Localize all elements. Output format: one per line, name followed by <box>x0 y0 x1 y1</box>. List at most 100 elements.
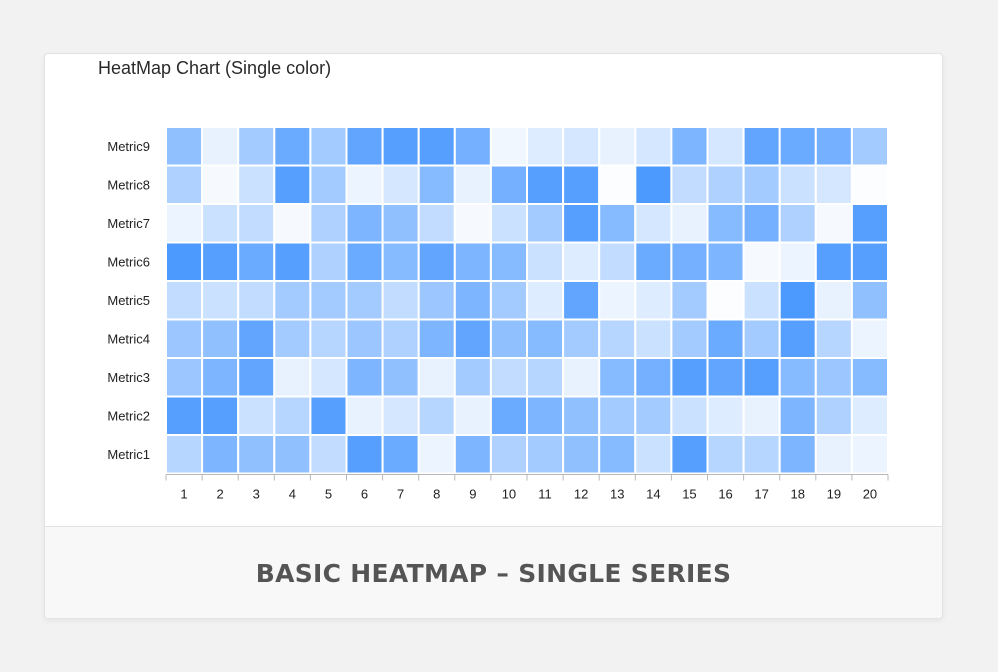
heatmap-cell[interactable] <box>634 203 673 244</box>
heatmap-cell[interactable] <box>417 241 456 282</box>
heatmap-cell[interactable] <box>489 318 528 359</box>
heatmap-cell[interactable] <box>237 126 276 167</box>
heatmap-cell[interactable] <box>201 203 240 244</box>
heatmap-cell[interactable] <box>670 318 709 359</box>
heatmap-cell[interactable] <box>742 164 781 205</box>
heatmap-cell[interactable] <box>562 357 601 398</box>
heatmap-cell[interactable] <box>309 280 348 321</box>
heatmap-cell[interactable] <box>706 241 745 282</box>
heatmap-cell[interactable] <box>562 318 601 359</box>
heatmap-cell[interactable] <box>237 434 276 475</box>
heatmap-cell[interactable] <box>670 203 709 244</box>
heatmap-cell[interactable] <box>634 280 673 321</box>
heatmap-cell[interactable] <box>273 318 312 359</box>
heatmap-cell[interactable] <box>562 164 601 205</box>
heatmap-cell[interactable] <box>201 434 240 475</box>
heatmap-cell[interactable] <box>381 126 420 167</box>
heatmap-cell[interactable] <box>345 318 384 359</box>
heatmap-cell[interactable] <box>453 395 492 436</box>
heatmap-cell[interactable] <box>706 203 745 244</box>
heatmap-cell[interactable] <box>850 434 890 475</box>
heatmap-cell[interactable] <box>742 357 781 398</box>
heatmap-cell[interactable] <box>453 164 492 205</box>
heatmap-cell[interactable] <box>526 203 565 244</box>
heatmap-cell[interactable] <box>417 164 456 205</box>
heatmap-cell[interactable] <box>814 357 853 398</box>
heatmap-cell[interactable] <box>778 164 817 205</box>
heatmap-cell[interactable] <box>670 164 709 205</box>
heatmap-cell[interactable] <box>634 434 673 475</box>
heatmap-cell[interactable] <box>453 280 492 321</box>
heatmap-cell[interactable] <box>453 126 492 167</box>
heatmap-cell[interactable] <box>345 164 384 205</box>
heatmap-cell[interactable] <box>814 241 853 282</box>
heatmap-cell[interactable] <box>165 241 204 282</box>
heatmap-cell[interactable] <box>453 318 492 359</box>
heatmap-cell[interactable] <box>706 357 745 398</box>
heatmap-cell[interactable] <box>165 164 204 205</box>
heatmap-cell[interactable] <box>381 203 420 244</box>
heatmap-cell[interactable] <box>165 203 204 244</box>
heatmap-cell[interactable] <box>814 164 853 205</box>
heatmap-cell[interactable] <box>634 357 673 398</box>
heatmap-cell[interactable] <box>165 126 204 167</box>
heatmap-cell[interactable] <box>850 164 890 205</box>
heatmap-cell[interactable] <box>742 395 781 436</box>
heatmap-cell[interactable] <box>814 395 853 436</box>
heatmap-cell[interactable] <box>526 395 565 436</box>
heatmap-cell[interactable] <box>489 126 528 167</box>
heatmap-cell[interactable] <box>453 357 492 398</box>
heatmap-cell[interactable] <box>237 357 276 398</box>
heatmap-cell[interactable] <box>526 318 565 359</box>
heatmap-cell[interactable] <box>345 434 384 475</box>
heatmap-cell[interactable] <box>670 395 709 436</box>
heatmap-cell[interactable] <box>309 434 348 475</box>
heatmap-cell[interactable] <box>634 395 673 436</box>
heatmap-cell[interactable] <box>165 434 204 475</box>
heatmap-cell[interactable] <box>453 203 492 244</box>
heatmap-cell[interactable] <box>201 395 240 436</box>
heatmap-cell[interactable] <box>165 318 204 359</box>
heatmap-cell[interactable] <box>562 241 601 282</box>
heatmap-cell[interactable] <box>237 318 276 359</box>
heatmap-cell[interactable] <box>309 395 348 436</box>
heatmap-cell[interactable] <box>237 395 276 436</box>
heatmap-cell[interactable] <box>778 126 817 167</box>
heatmap-cell[interactable] <box>598 126 637 167</box>
heatmap-cell[interactable] <box>309 241 348 282</box>
heatmap-cell[interactable] <box>237 280 276 321</box>
heatmap-cell[interactable] <box>814 126 853 167</box>
heatmap-cell[interactable] <box>489 280 528 321</box>
heatmap-cell[interactable] <box>273 241 312 282</box>
heatmap-cell[interactable] <box>273 395 312 436</box>
heatmap-cell[interactable] <box>273 357 312 398</box>
heatmap-cell[interactable] <box>850 126 890 167</box>
heatmap-cell[interactable] <box>201 241 240 282</box>
heatmap-cell[interactable] <box>237 164 276 205</box>
heatmap-cell[interactable] <box>381 241 420 282</box>
heatmap-cell[interactable] <box>201 318 240 359</box>
heatmap-cell[interactable] <box>526 434 565 475</box>
heatmap-cell[interactable] <box>526 357 565 398</box>
heatmap-cell[interactable] <box>526 241 565 282</box>
heatmap-cell[interactable] <box>598 395 637 436</box>
heatmap-cell[interactable] <box>345 203 384 244</box>
heatmap-cell[interactable] <box>778 203 817 244</box>
heatmap-cell[interactable] <box>814 434 853 475</box>
heatmap-cell[interactable] <box>706 280 745 321</box>
heatmap-cell[interactable] <box>453 434 492 475</box>
heatmap-cell[interactable] <box>670 241 709 282</box>
heatmap-cell[interactable] <box>706 318 745 359</box>
heatmap-cell[interactable] <box>742 203 781 244</box>
heatmap-cell[interactable] <box>165 395 204 436</box>
heatmap-cell[interactable] <box>778 395 817 436</box>
heatmap-cell[interactable] <box>489 203 528 244</box>
heatmap-cell[interactable] <box>417 126 456 167</box>
heatmap-cell[interactable] <box>273 126 312 167</box>
heatmap-cell[interactable] <box>309 126 348 167</box>
heatmap-cell[interactable] <box>345 280 384 321</box>
heatmap-cell[interactable] <box>417 395 456 436</box>
heatmap-cell[interactable] <box>598 203 637 244</box>
heatmap-cell[interactable] <box>165 280 204 321</box>
heatmap-cell[interactable] <box>309 164 348 205</box>
